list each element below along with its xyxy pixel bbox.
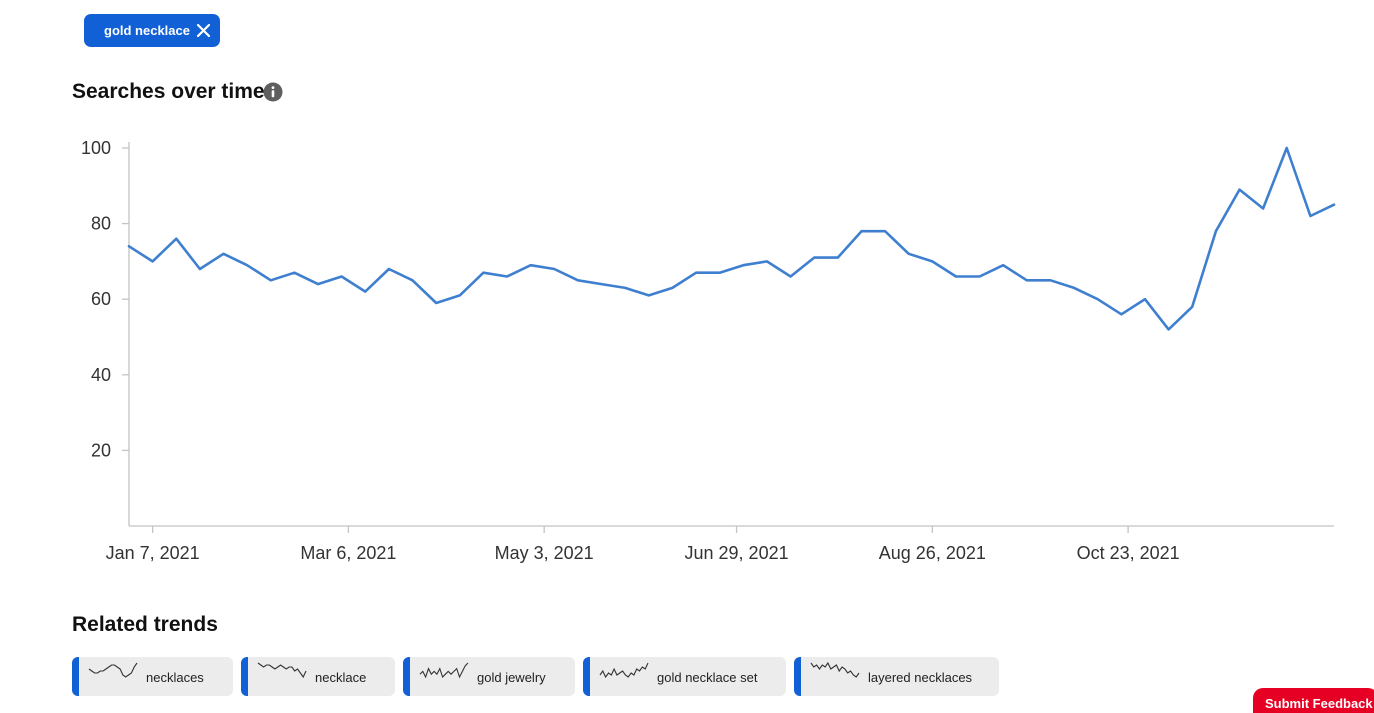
filter-chip-label: gold necklace xyxy=(104,23,190,38)
data-point xyxy=(339,274,345,280)
data-point xyxy=(457,292,463,298)
data-point xyxy=(221,251,227,257)
sparkline-icon xyxy=(810,661,860,678)
data-point xyxy=(1118,311,1124,317)
data-point xyxy=(1166,326,1172,332)
data-point xyxy=(1000,262,1006,268)
data-point xyxy=(906,251,912,257)
related-trend-label: gold jewelry xyxy=(477,670,546,685)
data-point xyxy=(1071,285,1077,291)
data-point xyxy=(1260,205,1266,211)
x-tick-label: Mar 6, 2021 xyxy=(300,543,396,563)
x-axis: Jan 7, 2021 Mar 6, 2021 May 3, 2021 Jun 29,… xyxy=(106,525,1334,563)
data-point xyxy=(835,255,841,261)
data-point xyxy=(929,258,935,264)
sparkline-path xyxy=(88,662,138,678)
y-tick-label: 40 xyxy=(91,365,111,385)
data-point xyxy=(1047,277,1053,283)
x-tick-label: Jan 7, 2021 xyxy=(106,543,200,563)
info-icon[interactable] xyxy=(263,82,283,102)
filter-chip-gold-necklace[interactable]: gold necklace xyxy=(84,14,220,47)
data-point xyxy=(811,255,817,261)
data-point xyxy=(1142,296,1148,302)
data-point xyxy=(1213,228,1219,234)
sparkline-icon xyxy=(419,662,469,679)
y-tick-label: 100 xyxy=(81,138,111,158)
related-trend-label: necklace xyxy=(315,670,367,685)
related-trend-label: gold necklace set xyxy=(657,670,758,685)
sparkline-path xyxy=(599,662,649,679)
sparkline-icon xyxy=(88,662,138,678)
data-point xyxy=(126,243,132,249)
data-point xyxy=(1331,202,1337,208)
data-point xyxy=(410,277,416,283)
y-axis: 20 40 60 80 100 xyxy=(81,138,130,526)
data-point xyxy=(197,266,203,272)
data-point xyxy=(599,281,605,287)
data-point xyxy=(433,300,439,306)
data-point xyxy=(669,285,675,291)
sparkline-icon xyxy=(257,662,307,679)
data-point xyxy=(882,228,888,234)
sparkline-path xyxy=(257,662,307,679)
data-point xyxy=(622,285,628,291)
x-tick-label: Oct 23, 2021 xyxy=(1077,543,1180,563)
related-trend-gold-necklace-set[interactable]: gold necklace set xyxy=(583,657,786,696)
data-point xyxy=(858,228,864,234)
data-point xyxy=(1024,277,1030,283)
sparkline-icon xyxy=(599,662,649,679)
series-group xyxy=(126,145,1337,332)
submit-feedback-button[interactable]: Submit Feedback xyxy=(1253,688,1374,713)
y-tick-label: 20 xyxy=(91,440,111,460)
data-point xyxy=(1236,187,1242,193)
data-point xyxy=(244,262,250,268)
data-point xyxy=(504,274,510,280)
data-point xyxy=(1189,304,1195,310)
y-tick-label: 80 xyxy=(91,214,111,234)
x-tick-label: May 3, 2021 xyxy=(495,543,594,563)
close-icon[interactable] xyxy=(196,23,211,38)
related-trend-label: layered necklaces xyxy=(868,670,973,685)
data-point xyxy=(551,266,557,272)
related-trend-necklace[interactable]: necklace xyxy=(241,657,395,696)
data-point xyxy=(693,270,699,276)
related-trend-layered-necklaces[interactable]: layered necklaces xyxy=(794,657,999,696)
data-point xyxy=(362,289,368,295)
x-tick-label: Aug 26, 2021 xyxy=(879,543,986,563)
searches-over-time-title: Searches over time xyxy=(72,80,265,103)
data-point xyxy=(1284,145,1290,151)
data-point xyxy=(953,274,959,280)
sparkline-path xyxy=(419,662,469,679)
sparkline-path xyxy=(810,661,860,678)
data-point xyxy=(150,258,156,264)
data-point xyxy=(1307,213,1313,219)
data-point xyxy=(764,258,770,264)
data-point xyxy=(977,274,983,280)
data-point xyxy=(386,266,392,272)
data-point xyxy=(291,270,297,276)
data-point xyxy=(646,292,652,298)
x-tick-label: Jun 29, 2021 xyxy=(685,543,789,563)
related-trend-necklaces[interactable]: necklaces xyxy=(72,657,233,696)
data-point xyxy=(268,277,274,283)
searches-line-chart: 20 40 60 80 100 Jan 7, 2021 Mar 6, 2021 May 3,… xyxy=(81,138,1337,563)
data-point xyxy=(740,262,746,268)
data-point xyxy=(717,270,723,276)
series-line xyxy=(127,146,1336,331)
y-tick-label: 60 xyxy=(91,289,111,309)
data-point xyxy=(315,281,321,287)
related-trend-label: necklaces xyxy=(146,670,204,685)
data-point xyxy=(173,236,179,242)
data-point xyxy=(480,270,486,276)
related-trend-gold-jewelry[interactable]: gold jewelry xyxy=(403,657,575,696)
data-point xyxy=(1095,296,1101,302)
data-point xyxy=(528,262,534,268)
data-point xyxy=(575,277,581,283)
related-trends-title: Related trends xyxy=(72,613,218,636)
data-point xyxy=(788,274,794,280)
